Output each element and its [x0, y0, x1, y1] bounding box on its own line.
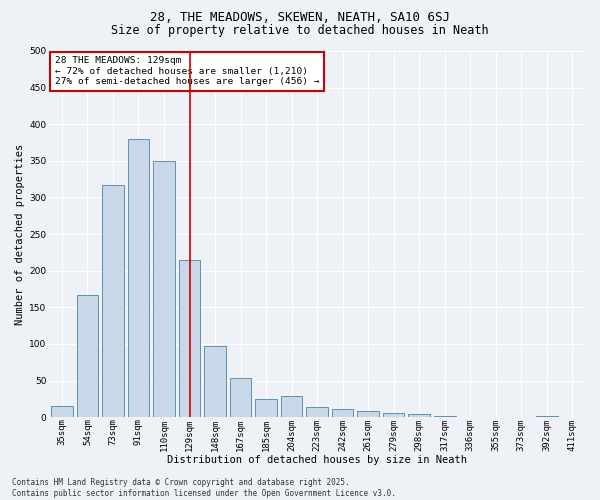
Bar [179, 260, 200, 417]
Text: Contains HM Land Registry data © Crown copyright and database right 2025.
Contai: Contains HM Land Registry data © Crown c… [12, 478, 396, 498]
Bar [255, 399, 277, 417]
Bar [204, 346, 226, 417]
Y-axis label: Number of detached properties: Number of detached properties [15, 144, 25, 324]
Bar [332, 409, 353, 417]
Bar [51, 406, 73, 417]
Text: 28 THE MEADOWS: 129sqm
← 72% of detached houses are smaller (1,210)
27% of semi-: 28 THE MEADOWS: 129sqm ← 72% of detached… [55, 56, 319, 86]
Bar [230, 378, 251, 417]
Bar [77, 295, 98, 417]
Bar [536, 416, 557, 417]
Bar [128, 139, 149, 417]
Bar [383, 413, 404, 417]
Text: Size of property relative to detached houses in Neath: Size of property relative to detached ho… [111, 24, 489, 37]
Bar [409, 414, 430, 417]
Bar [153, 161, 175, 417]
Bar [357, 410, 379, 417]
Bar [434, 416, 455, 417]
Bar [281, 396, 302, 417]
X-axis label: Distribution of detached houses by size in Neath: Distribution of detached houses by size … [167, 455, 467, 465]
Text: 28, THE MEADOWS, SKEWEN, NEATH, SA10 6SJ: 28, THE MEADOWS, SKEWEN, NEATH, SA10 6SJ [150, 11, 450, 24]
Bar [306, 407, 328, 417]
Bar [102, 185, 124, 417]
